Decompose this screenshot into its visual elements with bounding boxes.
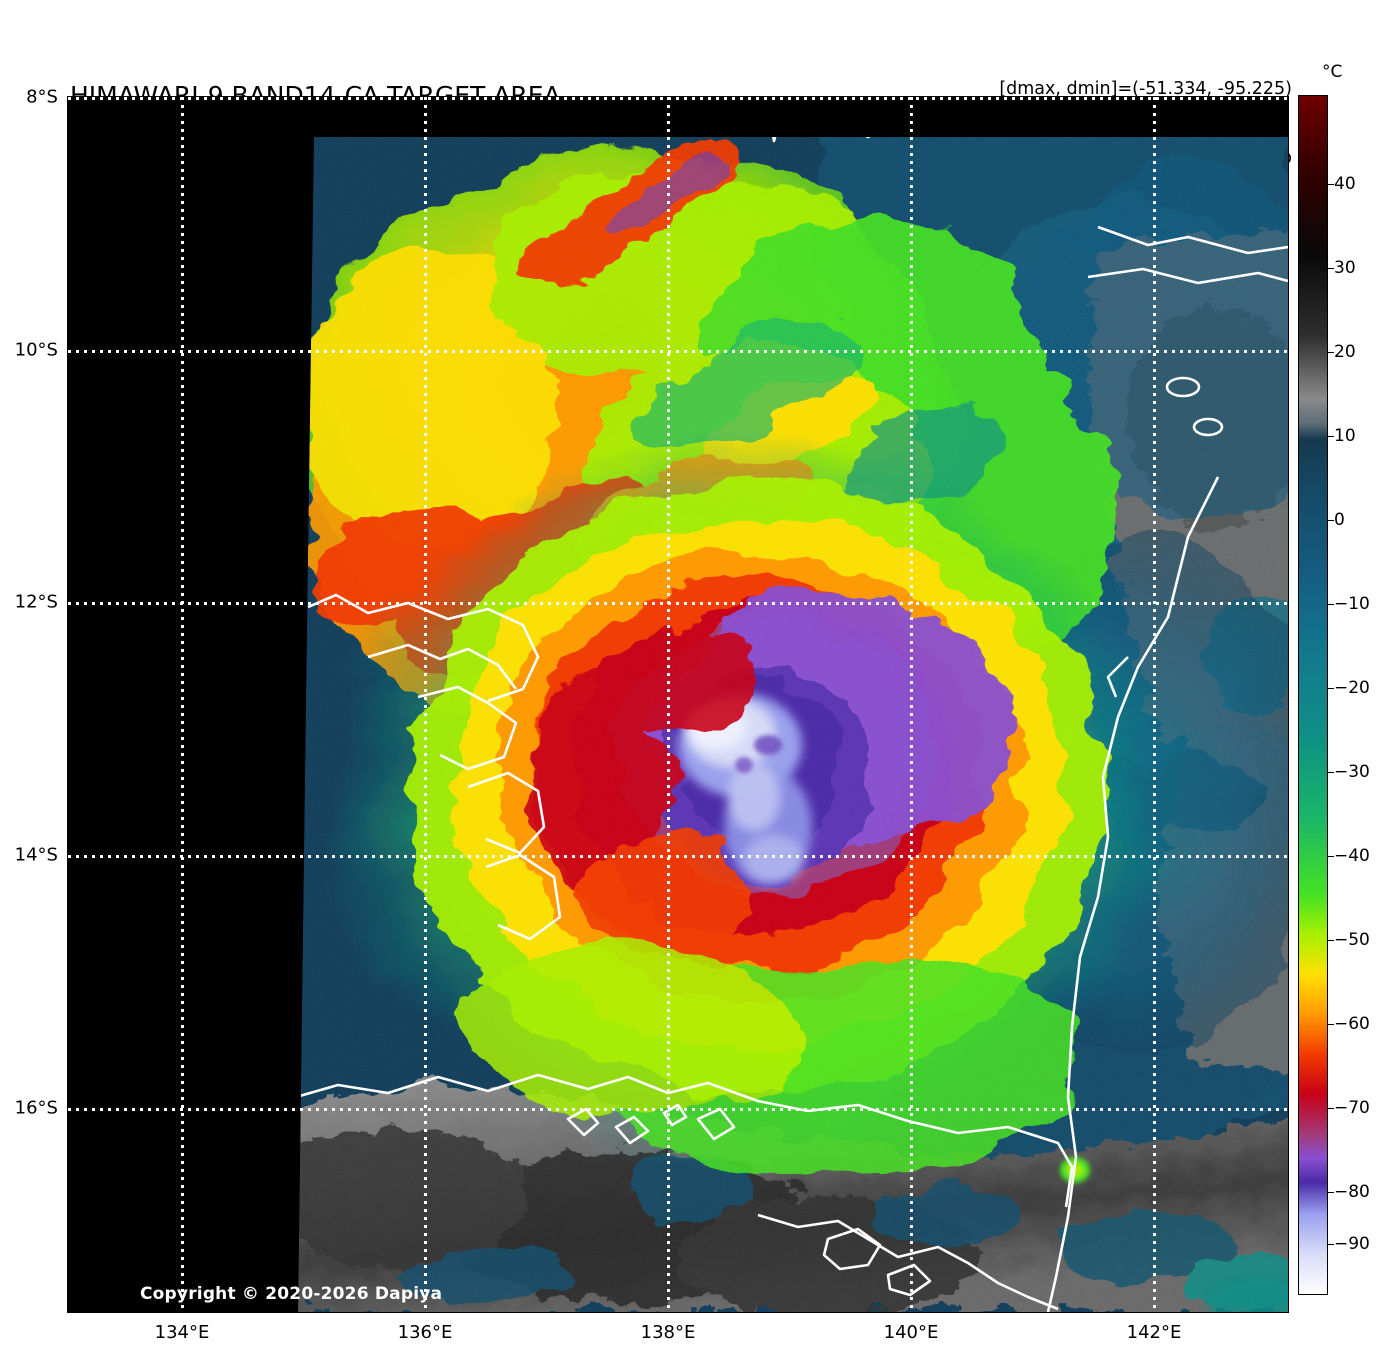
copyright-label: Copyright © 2020-2026 Dapiya xyxy=(140,1284,443,1304)
gridline-lon-134e xyxy=(181,97,184,1312)
cbtick-label-m20: −20 xyxy=(1334,678,1370,698)
cbtickmark-m50 xyxy=(1328,940,1334,941)
satellite-imagery-canvas xyxy=(68,97,1288,1312)
gridline-lon-138e xyxy=(667,97,670,1312)
cbtickmark-20 xyxy=(1328,352,1334,353)
cbtick-label-10: 10 xyxy=(1334,426,1356,446)
title-primary: HIMAWARI-9 BAND14-CA TARGET AREA xyxy=(70,81,561,110)
ytick-label-8s: 8°S xyxy=(26,86,58,108)
cbtick-label-m90: −90 xyxy=(1334,1234,1370,1254)
cbtick-label-m70: −70 xyxy=(1334,1098,1370,1118)
cbtickmark-m40 xyxy=(1328,856,1334,857)
xtick-label-134e: 134°E xyxy=(154,1322,210,1343)
colorbar-unit-label: °C xyxy=(1322,62,1343,82)
cbtick-label-30: 30 xyxy=(1334,258,1356,278)
cbtick-label-20: 20 xyxy=(1334,342,1356,362)
gridline-lat-8s xyxy=(68,97,1288,100)
cbtickmark-m70 xyxy=(1328,1108,1334,1109)
ytick-label-14s: 14°S xyxy=(14,844,58,866)
satellite-image-plot: Copyright © 2020-2026 Dapiya xyxy=(68,97,1288,1312)
cbtickmark-m30 xyxy=(1328,772,1334,773)
cbtickmark-10 xyxy=(1328,436,1334,437)
gridline-lat-12s xyxy=(68,602,1288,605)
ytick-label-16s: 16°S xyxy=(14,1097,58,1119)
cbtickmark-30 xyxy=(1328,268,1334,269)
ytick-label-12s: 12°S xyxy=(14,591,58,613)
cbtickmark-m20 xyxy=(1328,688,1334,689)
gridline-lon-136e xyxy=(424,97,427,1312)
cbtick-label-m10: −10 xyxy=(1334,594,1370,614)
coastline-overlay xyxy=(298,137,1288,1312)
cbtick-label-m40: −40 xyxy=(1334,846,1370,866)
xtick-label-142e: 142°E xyxy=(1126,1322,1182,1343)
cbtickmark-40 xyxy=(1328,184,1334,185)
gridline-lat-14s xyxy=(68,855,1288,858)
cbtick-label-m30: −30 xyxy=(1334,762,1370,782)
temperature-colorbar xyxy=(1298,95,1328,1295)
cbtick-label-0: 0 xyxy=(1334,510,1345,530)
gridline-lat-10s xyxy=(68,350,1288,353)
cbtickmark-m90 xyxy=(1328,1244,1334,1245)
cbtick-label-m80: −80 xyxy=(1334,1182,1370,1202)
cbtick-label-40: 40 xyxy=(1334,174,1356,194)
cbtickmark-m80 xyxy=(1328,1192,1334,1193)
cbtickmark-m10 xyxy=(1328,604,1334,605)
cbtick-label-m60: −60 xyxy=(1334,1014,1370,1034)
cbtickmark-m60 xyxy=(1328,1024,1334,1025)
xtick-label-138e: 138°E xyxy=(640,1322,696,1343)
cbtickmark-0 xyxy=(1328,520,1334,521)
xtick-label-140e: 140°E xyxy=(883,1322,939,1343)
ytick-label-10s: 10°S xyxy=(14,339,58,361)
data-minmax-label: [dmax, dmin]=(-51.334, -95.225) xyxy=(999,79,1292,99)
gridline-lat-16s xyxy=(68,1108,1288,1111)
cbtick-label-m50: −50 xyxy=(1334,930,1370,950)
gridline-lon-140e xyxy=(910,97,913,1312)
colorbar-gradient xyxy=(1299,96,1327,1294)
gridline-lon-142e xyxy=(1153,97,1156,1312)
xtick-label-136e: 136°E xyxy=(397,1322,453,1343)
